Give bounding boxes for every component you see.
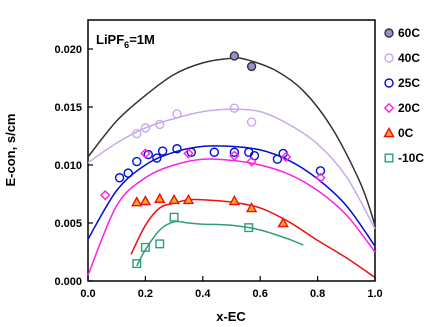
data-point-20C bbox=[315, 172, 326, 183]
x-tick-label: 1.0 bbox=[367, 288, 382, 300]
data-point-25C bbox=[172, 144, 182, 154]
legend-marker-0C bbox=[383, 127, 395, 138]
legend-marker-25C bbox=[384, 78, 394, 88]
fit-curves bbox=[87, 57, 376, 279]
data-point-60C bbox=[229, 51, 240, 61]
x-tick-label: 0.0 bbox=[80, 288, 95, 300]
fit-curve-25C bbox=[87, 145, 376, 247]
legend-label-40C: 40C bbox=[398, 51, 420, 65]
legend-marker--10C bbox=[384, 153, 394, 163]
data-point-0C bbox=[182, 193, 195, 205]
fit-curve-40C bbox=[87, 108, 376, 230]
data-point-40C bbox=[155, 119, 165, 130]
x-tick-label: 0.4 bbox=[195, 288, 211, 300]
data-point--10C bbox=[155, 239, 165, 249]
electrolyte-annotation: LiPF6=1M bbox=[96, 32, 155, 50]
legend-marker-20C bbox=[383, 102, 395, 114]
y-tick-label: 0.020 bbox=[54, 44, 82, 56]
data-point-25C bbox=[186, 147, 197, 157]
data-point-20C bbox=[280, 151, 292, 163]
legend-marker-60C bbox=[384, 28, 394, 38]
data-point-20C bbox=[246, 156, 257, 167]
data-point-25C bbox=[114, 173, 125, 183]
data-point-0C bbox=[154, 192, 166, 203]
legend-label-20C: 20C bbox=[398, 101, 420, 115]
y-axis-ticks: 0.000 0.005 0.010 0.015 0.020 bbox=[54, 44, 93, 288]
data-point-20C bbox=[100, 189, 111, 201]
data-point-25C bbox=[157, 146, 168, 156]
y-tick-label: 0.010 bbox=[54, 160, 82, 172]
data-points bbox=[100, 51, 326, 269]
data-point-0C bbox=[131, 196, 143, 207]
fit-curve--10C bbox=[136, 220, 304, 267]
data-point-25C bbox=[143, 149, 153, 160]
data-point--10C bbox=[132, 259, 142, 269]
data-point-40C bbox=[172, 109, 182, 119]
x-axis-ticks: 0.0 0.2 0.4 0.6 0.8 1.0 bbox=[80, 276, 383, 300]
x-tick-label: 0.8 bbox=[310, 288, 325, 300]
legend: 60C 40C 25C 20C 0C -10C bbox=[383, 26, 424, 165]
legend-marker-40C bbox=[384, 53, 394, 63]
data-point-25C bbox=[123, 168, 133, 178]
data-point-40C bbox=[229, 103, 240, 113]
legend-label-60C: 60C bbox=[398, 26, 420, 40]
data-point-60C bbox=[246, 61, 257, 72]
data-point-25C bbox=[209, 147, 219, 157]
x-tick-label: 0.6 bbox=[253, 288, 268, 300]
data-point--10C bbox=[140, 242, 150, 252]
data-point-25C bbox=[152, 153, 162, 163]
data-point-0C bbox=[139, 195, 152, 206]
y-axis-title: E-con, s/cm bbox=[3, 114, 18, 187]
data-point-0C bbox=[228, 195, 241, 206]
y-tick-label: 0.015 bbox=[54, 102, 82, 114]
legend-label--10C: -10C bbox=[398, 151, 424, 165]
data-point-20C bbox=[229, 150, 240, 161]
data-point-25C bbox=[132, 156, 142, 167]
data-point-40C bbox=[246, 117, 257, 127]
y-tick-label: 0.005 bbox=[54, 218, 82, 230]
data-point-20C bbox=[140, 148, 151, 159]
plot-frame bbox=[87, 19, 376, 282]
data-point-0C bbox=[277, 217, 289, 228]
data-point-25C bbox=[315, 166, 326, 176]
legend-label-25C: 25C bbox=[398, 76, 420, 90]
data-point-20C bbox=[183, 148, 194, 159]
data-point-25C bbox=[229, 147, 240, 157]
data-point-25C bbox=[272, 154, 283, 164]
annotation-rest: =1M bbox=[129, 32, 155, 47]
y-tick-label: 0.000 bbox=[54, 276, 82, 288]
data-point-40C bbox=[140, 123, 151, 133]
data-point--10C bbox=[244, 223, 254, 233]
legend-label-0C: 0C bbox=[398, 126, 414, 140]
data-point-40C bbox=[132, 128, 142, 139]
data-point-0C bbox=[245, 201, 258, 213]
annotation-base: LiPF bbox=[96, 32, 124, 47]
x-axis-title: x-EC bbox=[216, 309, 246, 324]
data-point--10C bbox=[169, 212, 179, 222]
fit-curve-20C bbox=[87, 158, 376, 276]
x-tick-label: 0.2 bbox=[138, 288, 153, 300]
plot-border bbox=[87, 19, 376, 282]
fit-curve-0C bbox=[130, 198, 376, 279]
data-point-0C bbox=[168, 193, 180, 205]
fit-curve-60C bbox=[87, 57, 376, 226]
annotation-subscript: 6 bbox=[124, 40, 129, 50]
